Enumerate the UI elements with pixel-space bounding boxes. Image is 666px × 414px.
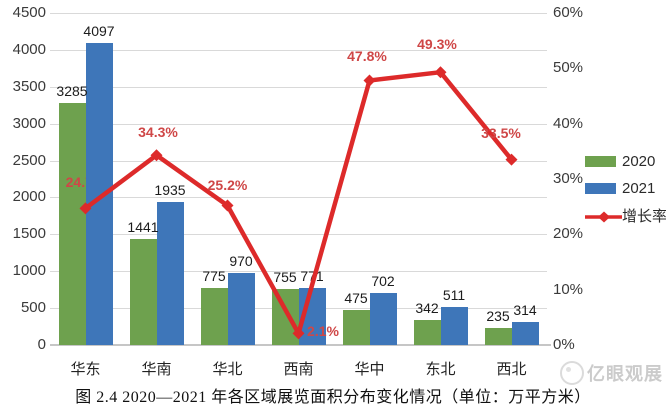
legend-label-2021: 2021: [622, 180, 656, 197]
legend-item-2020: 2020: [585, 148, 666, 175]
left-axis-tick-label: 0: [37, 336, 46, 353]
bar-value-label-2021: 314: [513, 301, 537, 318]
bar-2020-华东: [58, 102, 86, 345]
bar-value-label-2020: 1441: [127, 218, 159, 235]
legend-line-marker-icon: [585, 210, 622, 222]
left-axis-tick-label: 3500: [12, 77, 46, 95]
legend-swatch-2020: [585, 156, 616, 167]
right-axis-tick-label: 10%: [553, 280, 584, 298]
x-axis-label-华东: 华东: [70, 362, 101, 378]
left-axis-tick-label: 4000: [12, 40, 46, 58]
bar-value-label-2021: 771: [300, 268, 324, 285]
left-axis-tick-label: 2000: [12, 188, 46, 206]
x-axis-label-西北: 西北: [496, 362, 527, 378]
legend-label-2020: 2020: [622, 153, 656, 170]
gridline: [50, 49, 547, 51]
line-marker-icon-华南: [150, 149, 163, 162]
bar-2020-华北: [200, 287, 228, 345]
bar-value-label-2020: 3285: [56, 82, 88, 99]
right-axis-tick-label: 60%: [553, 4, 584, 21]
x-axis-label-东北: 东北: [425, 362, 456, 378]
legend-label-growth-rate: 增长率: [622, 208, 666, 225]
x-axis-label-西南: 西南: [283, 362, 314, 378]
line-marker-icon-华中: [363, 74, 376, 87]
bar-value-label-2021: 970: [229, 253, 253, 270]
gridline: [50, 13, 547, 14]
bar-2021-华北: [227, 273, 255, 345]
bar-value-label-2020: 475: [344, 289, 368, 306]
left-axis-tick-label: 3000: [12, 114, 46, 132]
gridline: [50, 86, 547, 88]
bar-value-label-2021: 702: [371, 273, 395, 290]
legend-swatch-2021: [585, 183, 616, 194]
line-marker-icon-东北: [434, 66, 447, 79]
right-axis-tick-label: 50%: [553, 59, 584, 77]
left-axis-tick-label: 2500: [12, 151, 46, 169]
growth-rate-label-华南: 34.3%: [138, 124, 178, 141]
bar-2020-华南: [129, 238, 157, 345]
left-axis-tick-label: 500: [20, 299, 46, 317]
left-axis-tick-label: 1500: [12, 225, 46, 243]
growth-rate-label-华北: 25.2%: [207, 177, 248, 194]
x-axis-label-华南: 华南: [141, 362, 172, 378]
right-axis-tick-label: 0%: [553, 336, 575, 353]
bar-value-label-2021: 4097: [83, 22, 115, 39]
bar-value-label-2021: 511: [442, 287, 466, 304]
watermark-text: 亿眼观展: [587, 364, 663, 384]
gridline: [50, 197, 547, 199]
right-axis-tick-label: 40%: [553, 114, 584, 132]
legend: 2020 2021 增长率: [585, 148, 666, 229]
bar-2021-西北: [511, 321, 539, 345]
legend-item-2021: 2021: [585, 175, 666, 202]
growth-rate-label-西南: 2.1%: [307, 322, 339, 339]
watermark-logo-icon: [560, 361, 584, 385]
x-axis-line: [50, 344, 551, 346]
figure-caption: 图 2.4 2020—2021 年各区域展览面积分布变化情况（单位：万平方米）: [75, 389, 591, 406]
legend-item-growth-rate: 增长率: [585, 202, 666, 229]
gridline: [50, 123, 547, 125]
left-axis-tick-label: 4500: [12, 4, 46, 21]
line-marker-icon-华北: [221, 199, 234, 212]
bar-value-label-2021: 1935: [154, 182, 186, 199]
growth-rate-label-华中: 47.8%: [347, 48, 387, 64]
growth-rate-label-西北: 33.5%: [481, 125, 521, 142]
right-axis-tick-label: 30%: [553, 170, 584, 187]
bar-2020-东北: [413, 319, 441, 345]
x-axis-label-华北: 华北: [212, 362, 243, 378]
gridline: [50, 160, 547, 162]
watermark: 亿眼观展: [560, 360, 663, 386]
left-axis-tick-label: 1000: [12, 262, 46, 280]
bar-2020-西北: [484, 327, 512, 345]
x-axis-label-华中: 华中: [354, 362, 385, 378]
bar-value-label-2020: 775: [202, 267, 226, 284]
growth-rate-label-东北: 49.3%: [417, 36, 457, 53]
right-axis-tick-label: 20%: [553, 225, 584, 243]
